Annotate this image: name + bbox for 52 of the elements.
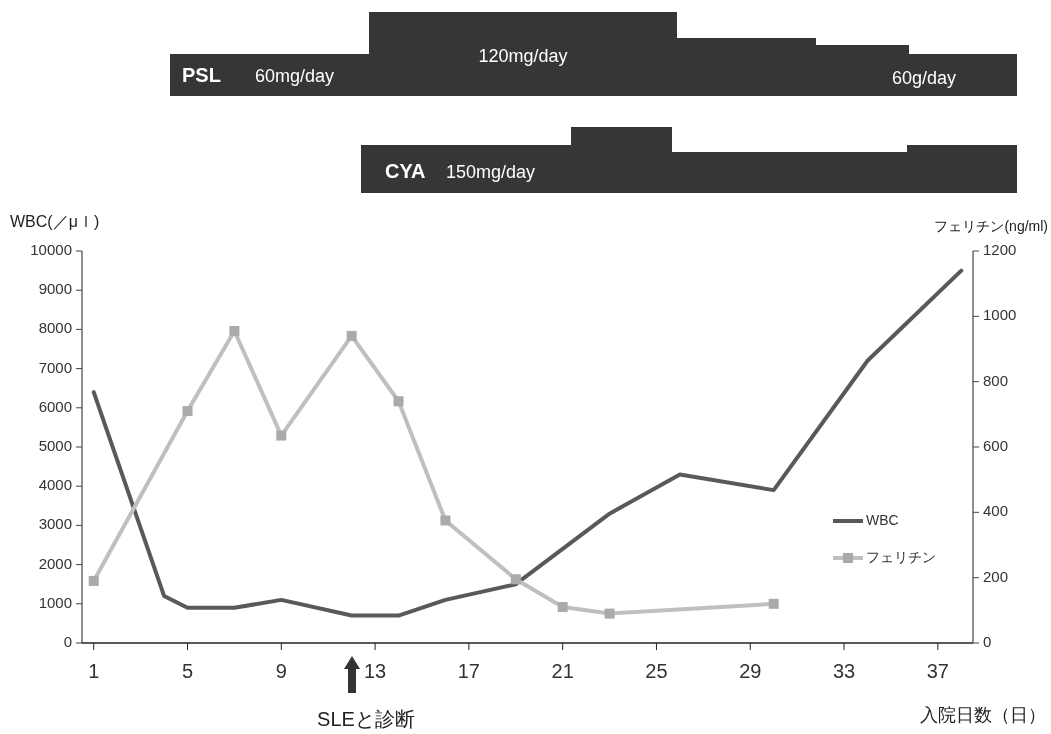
legend-label: フェリチン (866, 548, 936, 565)
line-series (91, 268, 964, 618)
x-tick-label: 9 (275, 660, 287, 683)
y-tick-label: 6000 (38, 397, 72, 415)
x-tick-label: 25 (645, 660, 668, 683)
y-tick-label: 7000 (38, 358, 72, 376)
point (604, 608, 615, 619)
x-tick-label: 1 (88, 660, 100, 683)
text: SLEと診断 (317, 708, 415, 731)
x-tick-label: 17 (457, 660, 481, 683)
point (346, 330, 357, 341)
x-tick-label: 29 (739, 660, 762, 683)
x-tick-label: 37 (926, 660, 949, 683)
text: CYA (385, 160, 426, 183)
x-tick-label: 33 (832, 660, 856, 683)
y2-tick-label: 1200 (983, 240, 1017, 258)
text: 60g/day (891, 67, 957, 88)
point (440, 515, 451, 526)
y-tick-label: 5000 (38, 436, 72, 454)
y2-tick-label: 800 (983, 371, 1009, 389)
y2-tick-label: 600 (983, 436, 1009, 454)
y2-tick-label: 1000 (983, 306, 1017, 324)
text: 150mg/day (446, 161, 536, 182)
y-tick-label: 2000 (38, 554, 72, 572)
point (557, 602, 568, 613)
y-axis-title: WBC(／μｌ) (10, 213, 100, 231)
point (182, 406, 193, 417)
text: 120mg/day (478, 45, 568, 66)
y-tick-label: 9000 (38, 280, 72, 298)
point (229, 326, 240, 337)
y-tick-label: 3000 (38, 515, 72, 533)
point (510, 574, 521, 585)
y-tick-label: 10000 (30, 240, 72, 258)
x-axis-title: 入院日数（日） (920, 704, 1046, 725)
y2-tick-label: 0 (983, 632, 992, 650)
x-tick-label: 5 (181, 660, 194, 683)
y-tick-label: 4000 (38, 476, 72, 494)
y2-tick-label: 400 (983, 502, 1009, 520)
text: 60mg/day (255, 65, 335, 86)
x-tick-label: 13 (363, 660, 387, 683)
y2-axis-title: フェリチン(ng/ml) (934, 217, 1048, 234)
text: PSL (182, 64, 221, 87)
y2-tick-label: 200 (983, 567, 1009, 585)
point (393, 396, 404, 407)
y-tick-label: 1000 (38, 593, 72, 611)
x-tick-label: 21 (551, 660, 574, 683)
point (88, 575, 99, 586)
point (276, 430, 287, 441)
y-tick-label: 0 (63, 632, 72, 650)
point (768, 598, 779, 609)
legend-label: WBC (866, 511, 899, 528)
y-tick-label: 8000 (38, 319, 72, 337)
